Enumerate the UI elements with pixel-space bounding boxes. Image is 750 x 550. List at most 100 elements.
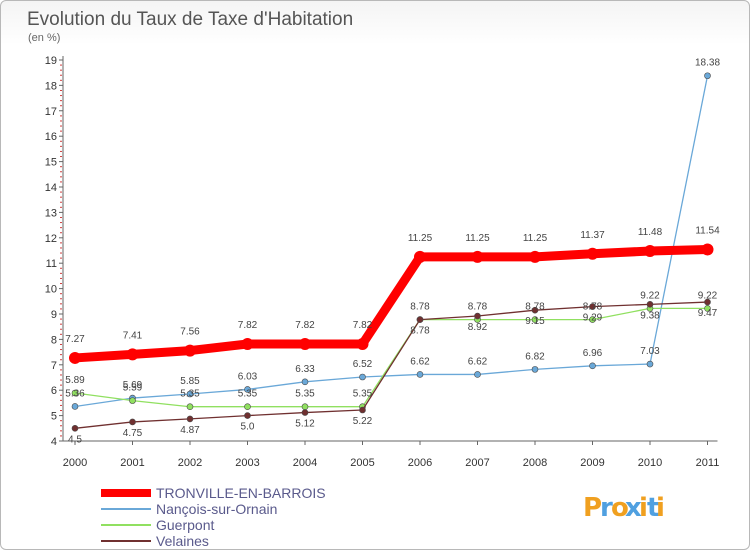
series-point-2 xyxy=(704,305,711,312)
data-label: 11.25 xyxy=(523,233,548,244)
series-point-1 xyxy=(704,72,711,80)
data-label: 8.78 xyxy=(410,326,430,337)
data-label: 5.35 xyxy=(180,389,200,400)
data-label: 7.56 xyxy=(180,327,200,338)
y-minor-tick xyxy=(60,201,62,203)
logo-letter: x xyxy=(625,493,642,523)
series-point-3 xyxy=(129,418,136,426)
y-minor-tick xyxy=(60,64,62,66)
data-label: 7.82 xyxy=(353,320,373,331)
series-point-0 xyxy=(586,247,599,260)
x-tick-label: 2009 xyxy=(580,457,604,469)
legend-label: Velaines xyxy=(156,533,209,549)
y-minor-tick xyxy=(60,115,62,117)
y-minor-tick xyxy=(60,323,62,325)
y-minor-tick xyxy=(60,206,62,208)
series-point-2 xyxy=(589,316,596,323)
y-tick-label: 13 xyxy=(45,207,57,219)
logo-letter: r xyxy=(600,493,613,523)
series-point-3 xyxy=(186,415,194,423)
data-label: 8.78 xyxy=(468,302,488,313)
y-minor-tick xyxy=(60,267,62,269)
data-label: 4.75 xyxy=(123,428,143,439)
legend: TRONVILLE-EN-BARROISNançois-sur-OrnainGu… xyxy=(101,485,326,549)
x-tick-label: 2004 xyxy=(293,457,317,469)
data-label: 8.78 xyxy=(525,302,545,313)
data-label: 18.38 xyxy=(695,58,720,69)
data-label: 8.78 xyxy=(410,302,430,313)
data-label: 4.5 xyxy=(68,434,82,445)
data-label: 6.03 xyxy=(238,371,258,382)
y-tick-label: 7 xyxy=(51,360,57,372)
logo-letter: i xyxy=(656,493,665,523)
y-minor-tick xyxy=(60,89,62,91)
data-label: 5.89 xyxy=(65,375,85,386)
data-label: 6.82 xyxy=(525,351,545,362)
data-label: 11.54 xyxy=(695,225,720,236)
data-label: 11.25 xyxy=(408,233,433,244)
chart-title: Evolution du Taux de Taxe d'Habitation xyxy=(27,9,353,30)
data-label: 11.25 xyxy=(465,233,490,244)
y-minor-tick xyxy=(60,374,62,376)
y-minor-tick xyxy=(60,303,62,305)
logo-letter: P xyxy=(583,493,602,523)
y-tick-label: 15 xyxy=(45,157,57,169)
data-label: 7.27 xyxy=(65,334,85,345)
data-label: 4.87 xyxy=(180,425,200,436)
y-minor-tick xyxy=(60,95,62,97)
series-point-0 xyxy=(184,344,196,357)
data-label: 7.82 xyxy=(295,320,315,331)
series-point-2 xyxy=(531,316,539,323)
series-point-2 xyxy=(301,403,309,411)
series-point-3 xyxy=(359,406,366,414)
y-minor-tick xyxy=(60,74,62,76)
series-point-2 xyxy=(129,397,136,404)
series-point-1 xyxy=(359,373,366,381)
data-label: 6.62 xyxy=(410,356,430,367)
series-point-0 xyxy=(471,250,484,263)
x-tick-label: 2010 xyxy=(638,457,662,469)
series-point-3 xyxy=(244,412,251,419)
y-minor-tick xyxy=(60,328,62,330)
y-minor-tick xyxy=(60,410,62,412)
y-minor-tick xyxy=(60,425,62,427)
axes: 4 5 6 7 8 9 10 11 12 13 14 15 16 17 18 19 2000 2001 2002 20… xyxy=(45,55,720,469)
y-minor-tick xyxy=(60,359,62,361)
y-minor-tick xyxy=(60,191,62,193)
legend-label: Guerpont xyxy=(156,517,214,533)
series-point-0 xyxy=(356,337,369,350)
data-label: 6.62 xyxy=(468,356,488,367)
data-label: 7.82 xyxy=(238,320,258,331)
data-label: 6.52 xyxy=(353,359,373,370)
y-tick-label: 12 xyxy=(45,233,57,245)
data-label: 6.96 xyxy=(583,348,603,359)
data-label: 6.33 xyxy=(295,364,315,375)
data-label: 9.47 xyxy=(698,308,718,319)
data-label: 7.41 xyxy=(123,330,143,341)
y-minor-tick xyxy=(60,420,62,422)
series-point-0 xyxy=(69,351,81,364)
x-tick-label: 2006 xyxy=(408,457,432,469)
data-label: 9.38 xyxy=(640,310,660,321)
y-minor-tick xyxy=(60,404,62,406)
x-tick-label: 2008 xyxy=(523,457,547,469)
y-tick-label: 18 xyxy=(45,80,57,92)
data-label: 5.12 xyxy=(295,419,315,430)
data-label: 5.0 xyxy=(241,422,255,433)
y-tick-label: 11 xyxy=(46,258,57,270)
y-minor-tick xyxy=(60,156,62,158)
series-point-2 xyxy=(244,403,251,411)
series-point-0 xyxy=(644,245,656,258)
series-point-1 xyxy=(244,386,251,393)
y-minor-tick xyxy=(60,216,62,218)
y-minor-tick xyxy=(60,399,62,401)
data-label: 5.36 xyxy=(65,388,85,399)
data-label: 5.85 xyxy=(180,376,200,387)
series-point-3 xyxy=(646,301,654,308)
y-minor-tick xyxy=(60,120,62,122)
y-minor-tick xyxy=(60,379,62,381)
y-minor-tick xyxy=(60,272,62,274)
logo-letter: t xyxy=(647,493,659,523)
